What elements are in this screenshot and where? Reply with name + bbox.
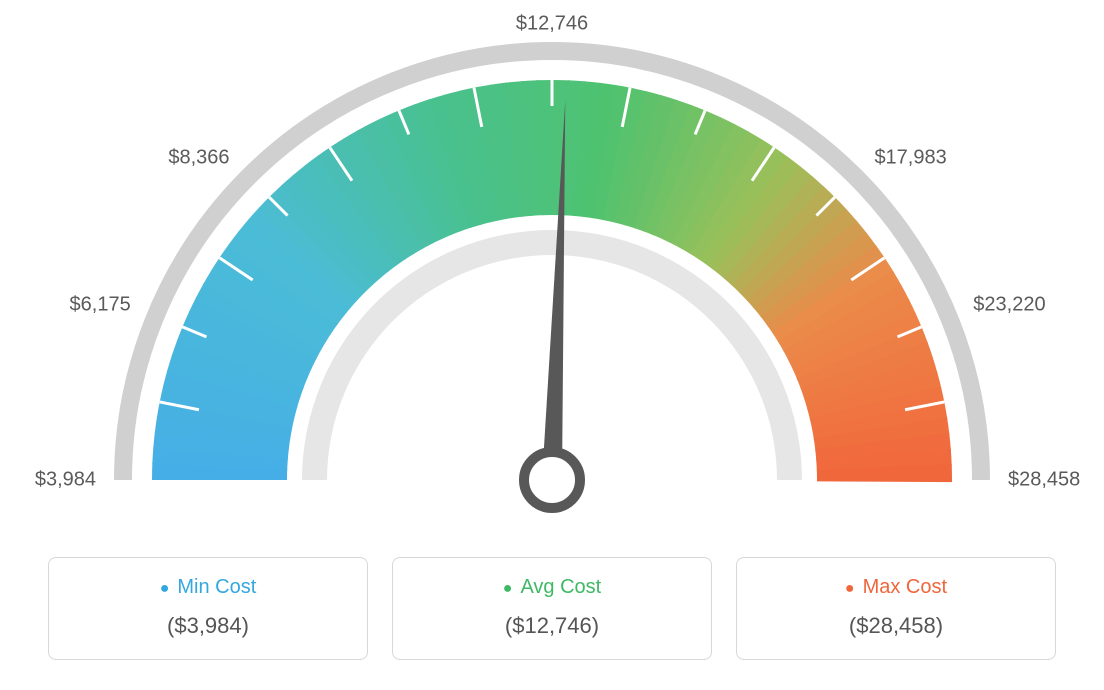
scale-label: $3,984 (35, 469, 96, 492)
scale-label: $12,746 (516, 13, 588, 36)
scale-label: $6,175 (70, 294, 131, 317)
legend-card: Min Cost ($3,984) (48, 557, 368, 660)
needle-hub (524, 452, 580, 508)
scale-label: $8,366 (168, 146, 229, 169)
legend-value: ($12,746) (403, 613, 701, 639)
legend-value: ($28,458) (747, 613, 1045, 639)
legend-value: ($3,984) (59, 613, 357, 639)
scale-label: $28,458 (1008, 469, 1080, 492)
scale-label: $17,983 (874, 146, 946, 169)
legend-label: Avg Cost (403, 576, 701, 599)
legend-label: Min Cost (59, 576, 357, 599)
gauge-chart: $3,984$6,175$8,366$12,746$17,983$23,220$… (102, 20, 1002, 545)
scale-label: $23,220 (973, 294, 1045, 317)
legend-row: Min Cost ($3,984) Avg Cost ($12,746) Max Cos… (0, 557, 1104, 660)
legend-card: Max Cost ($28,458) (736, 557, 1056, 660)
legend-label: Max Cost (747, 576, 1045, 599)
legend-card: Avg Cost ($12,746) (392, 557, 712, 660)
